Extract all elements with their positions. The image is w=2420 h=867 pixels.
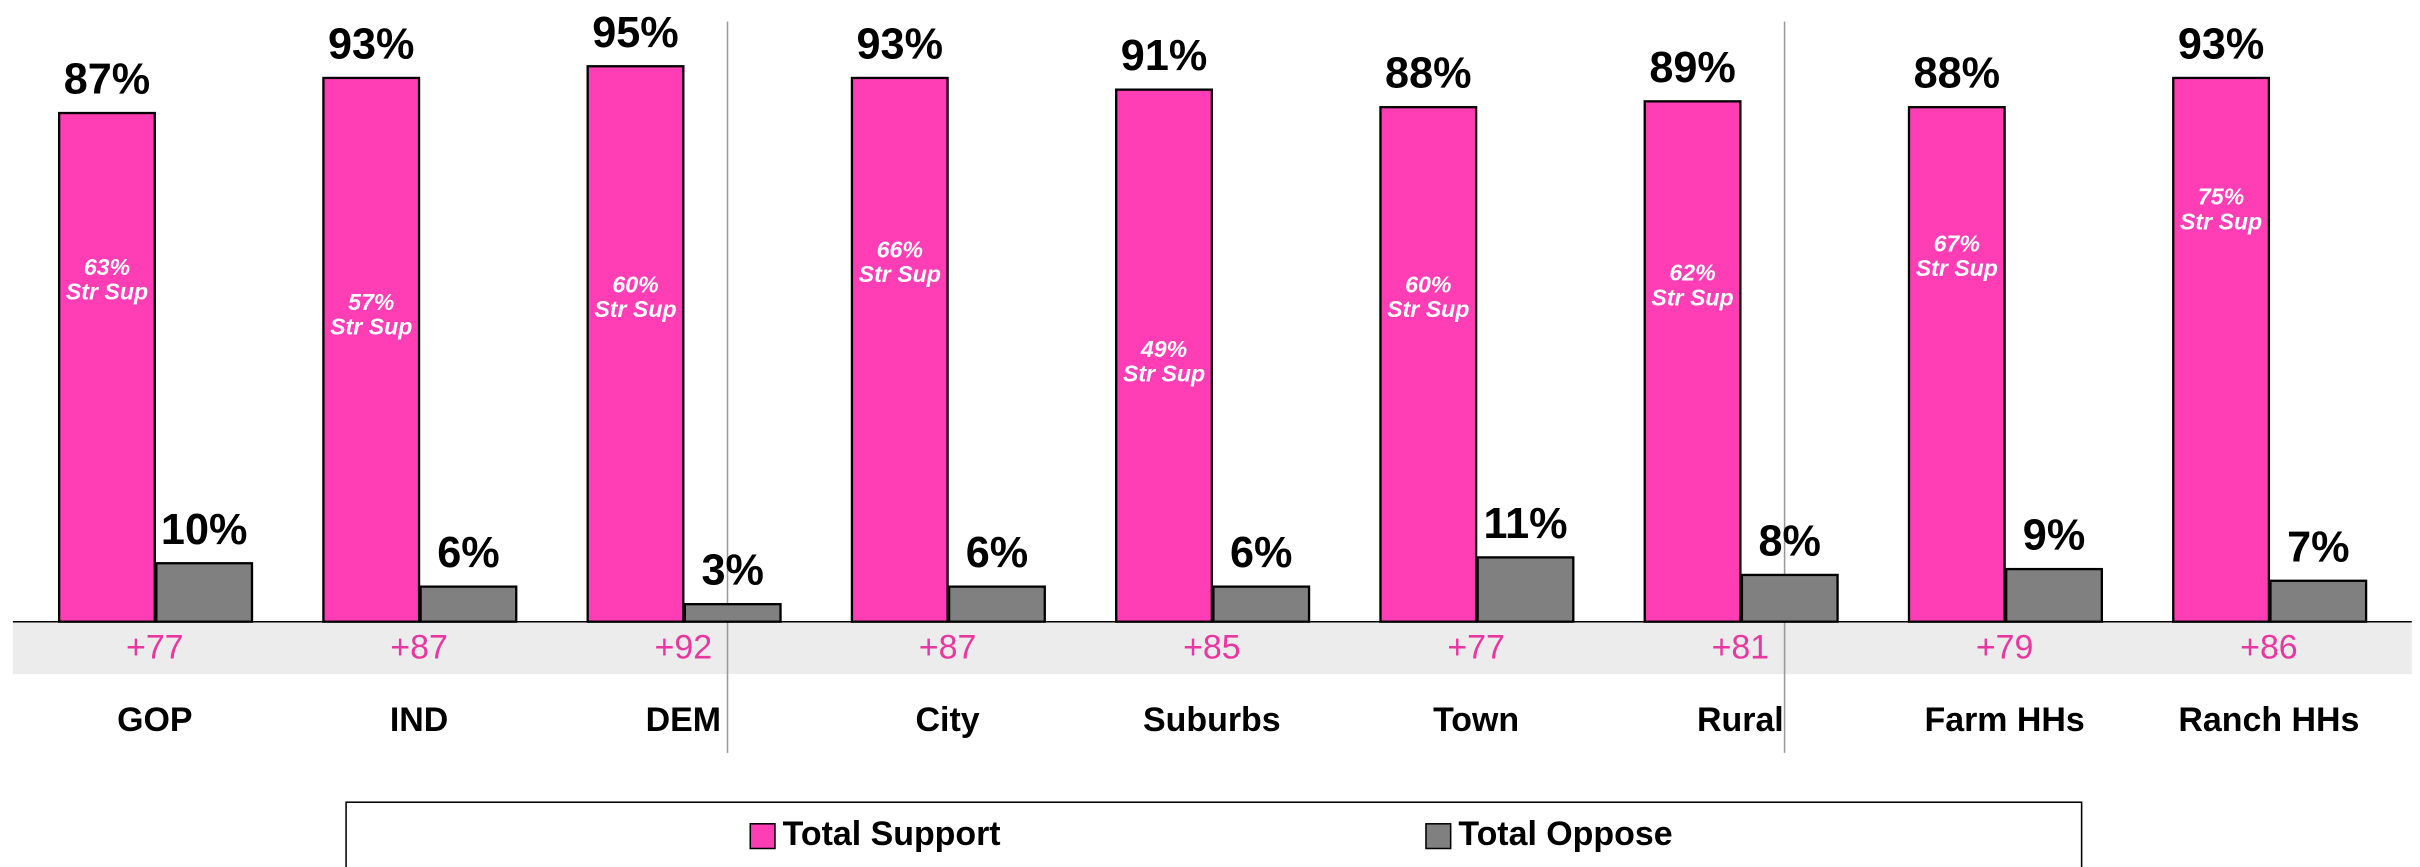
oppose-bar [2269, 579, 2368, 623]
support-bar [1907, 106, 2006, 623]
legend-label: Total Support [783, 815, 1001, 853]
strong-support-label: 60% [1405, 271, 1451, 297]
strong-support-name: Str Sup [1651, 284, 1733, 310]
margin-label: +81 [1712, 628, 1770, 666]
support-bar [322, 76, 421, 623]
support-bar [1643, 100, 1742, 623]
x-tick-label: Suburbs [1143, 701, 1281, 739]
margin-label: +92 [655, 628, 713, 666]
legend-swatch [1425, 823, 1452, 850]
margin-label: +86 [2240, 628, 2298, 666]
margin-label: +79 [1976, 628, 2034, 666]
value-label: 7% [2287, 523, 2349, 571]
strong-support-label: 75% [2198, 184, 2244, 210]
strong-support-name: Str Sup [66, 279, 148, 305]
value-label: 88% [1385, 50, 1471, 98]
oppose-bar [419, 585, 518, 623]
strong-support-name: Str Sup [330, 314, 412, 340]
margin-label: +77 [126, 628, 184, 666]
value-label: 88% [1914, 50, 2000, 98]
margin-label: +87 [390, 628, 448, 666]
strong-support-label: 66% [877, 236, 923, 262]
strong-support-name: Str Sup [859, 261, 941, 287]
support-bar [850, 76, 949, 623]
value-label: 93% [2178, 21, 2264, 69]
support-bar [2172, 76, 2271, 623]
value-label: 93% [857, 21, 943, 69]
oppose-bar [155, 562, 254, 623]
x-tick-label: Farm HHs [1925, 701, 2085, 739]
value-label: 6% [1230, 529, 1292, 577]
margin-label: +77 [1447, 628, 1505, 666]
strong-support-name: Str Sup [1916, 255, 1998, 281]
x-tick-label: Town [1433, 701, 1519, 739]
strong-support-name: Str Sup [1387, 296, 1469, 322]
strong-support-name: Str Sup [594, 296, 676, 322]
value-label: 91% [1121, 32, 1207, 80]
x-tick-label: City [916, 701, 980, 739]
value-label: 3% [701, 547, 763, 595]
margin-label: +85 [1183, 628, 1241, 666]
strong-support-label: 49% [1140, 336, 1187, 362]
margin-label: +87 [919, 628, 977, 666]
legend-box [345, 801, 2083, 867]
x-tick-label: GOP [117, 701, 192, 739]
strong-support-label: 62% [1669, 260, 1715, 286]
strong-support-label: 57% [348, 289, 394, 315]
strong-support-label: 63% [84, 254, 130, 280]
support-bar [1379, 106, 1478, 623]
value-label: 6% [966, 529, 1028, 577]
strong-support-label: 67% [1934, 231, 1980, 257]
value-label: 8% [1759, 517, 1821, 565]
margin-band [12, 621, 2412, 675]
x-tick-label: Ranch HHs [2178, 701, 2359, 739]
support-bar [57, 111, 156, 623]
oppose-bar [2005, 567, 2103, 623]
legend-label: Total Oppose [1458, 815, 1672, 853]
value-label: 11% [1483, 500, 1567, 548]
value-label: 93% [328, 21, 414, 69]
strong-support-name: Str Sup [2180, 208, 2262, 234]
strong-support-label: 60% [612, 271, 658, 297]
value-label: 6% [437, 529, 499, 577]
oppose-bar [1740, 573, 1839, 623]
value-label: 87% [64, 56, 150, 104]
value-label: 95% [592, 9, 678, 57]
oppose-bar [1476, 556, 1575, 623]
support-bar [1115, 88, 1214, 623]
x-tick-label: IND [390, 701, 448, 739]
oppose-bar [1212, 585, 1311, 623]
x-tick-label: Rural [1697, 701, 1784, 739]
value-label: 10% [161, 506, 247, 554]
value-label: 89% [1649, 44, 1735, 92]
x-tick-label: DEM [646, 701, 721, 739]
value-label: 9% [2023, 512, 2085, 560]
legend-swatch [749, 823, 776, 850]
support-bar [586, 65, 685, 623]
strong-support-name: Str Sup [1123, 360, 1205, 386]
oppose-bar [947, 585, 1046, 623]
oppose-bar [683, 603, 782, 623]
